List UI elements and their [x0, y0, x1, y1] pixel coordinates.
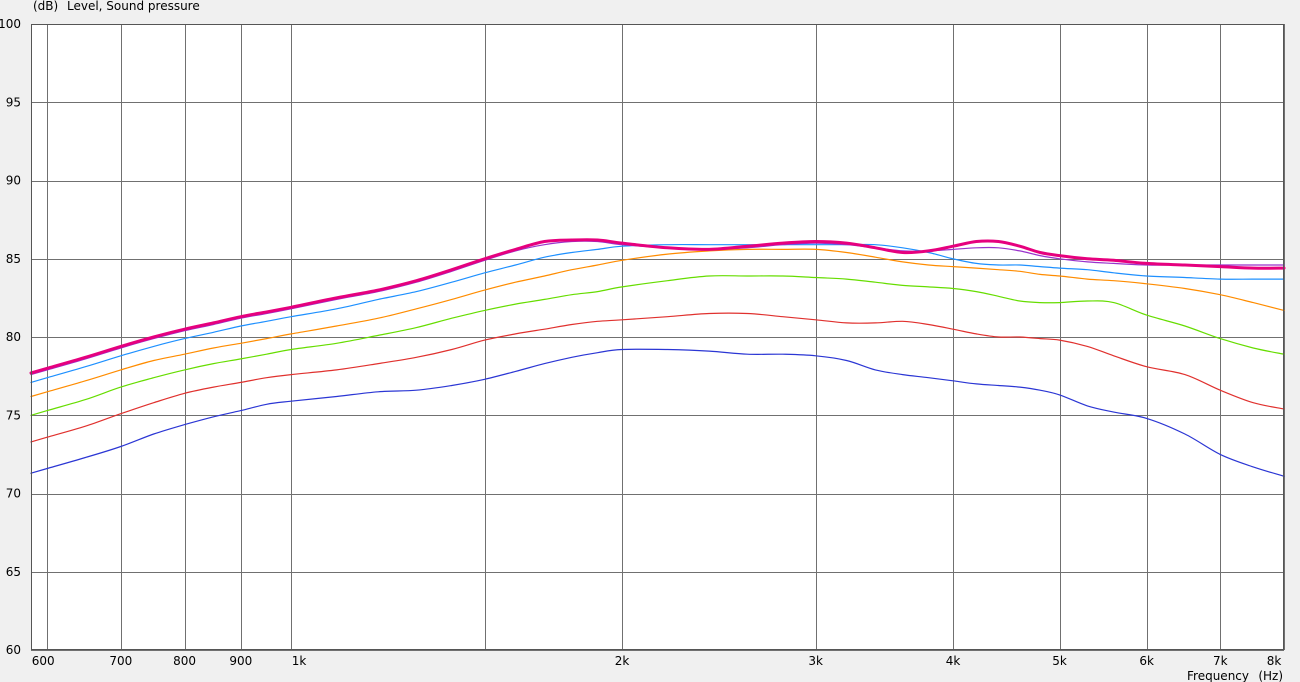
x-tick-label: 900: [229, 654, 252, 668]
y-tick-label: 90: [6, 174, 21, 188]
y-tick-label: 75: [6, 408, 21, 422]
y-tick-labels: 60 65 70 75 80 85 90 95 100: [0, 17, 21, 657]
y-axis-unit: (dB): [33, 0, 58, 13]
x-tick-label: 1k: [292, 654, 307, 668]
x-tick-label: 7k: [1213, 654, 1228, 668]
x-tick-label: 3k: [808, 654, 823, 668]
x-tick-label: 800: [173, 654, 196, 668]
x-tick-label: 2k: [615, 654, 630, 668]
plot-frame: [31, 24, 1284, 650]
y-tick-label: 85: [6, 252, 21, 266]
x-axis-label: Frequency: [1187, 669, 1249, 682]
series-line-1: [29, 238, 1286, 375]
y-tick-label: 80: [6, 330, 21, 344]
y-axis-label: Level, Sound pressure: [67, 0, 200, 13]
x-tick-label: 8k: [1267, 654, 1282, 668]
y-tick-label: 70: [6, 487, 21, 501]
y-tick-label: 95: [6, 95, 21, 109]
x-tick-label: 6k: [1139, 654, 1154, 668]
y-tick-label: 60: [6, 643, 21, 657]
series-line-3: [30, 243, 1285, 383]
grid-lines: [31, 24, 1285, 651]
x-axis-unit: (Hz): [1258, 669, 1283, 682]
series-line-4: [30, 248, 1285, 398]
series-line-6: [30, 312, 1285, 443]
series-layer: [29, 238, 1286, 477]
x-tick-label: 600: [32, 654, 55, 668]
x-tick-label: 700: [109, 654, 132, 668]
series-line-5: [30, 275, 1285, 416]
y-tick-label: 65: [6, 565, 21, 579]
series-line-7: [30, 348, 1285, 477]
x-tick-label: 4k: [946, 654, 961, 668]
y-tick-label: 100: [0, 17, 21, 31]
x-tick-label: 5k: [1052, 654, 1067, 668]
x-tick-labels: 600 700 800 900 1k 2k 3k 4k 5k 6k 7k 8k: [32, 654, 1282, 668]
